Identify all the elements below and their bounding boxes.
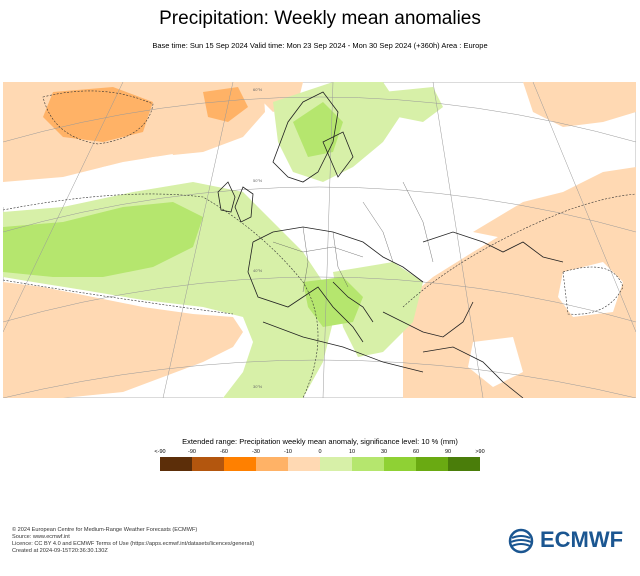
page-title: Precipitation: Weekly mean anomalies [159,8,481,29]
footer-copyright: © 2024 European Centre for Medium-Range … [12,527,198,533]
legend-swatch [352,457,384,471]
legend-tick: 60 [412,449,420,455]
page-subtitle: Base time: Sun 15 Sep 2024 Valid time: M… [152,41,488,50]
legend-swatch [224,457,256,471]
ecmwf-logo-text: ECMWF [540,527,624,552]
graticule-label-50n: 50°N [253,178,262,183]
legend-tick: -10 [284,449,292,455]
legend-tick: -90 [188,449,196,455]
legend-swatch [192,457,224,471]
ecmwf-logo-icon [508,528,534,554]
moderate-wet-areas [3,102,363,327]
legend-tick: 0 [318,449,322,455]
footer-source: Source: www.ecmwf.int [12,534,70,540]
graticule-label-30n: 30°N [253,384,262,389]
legend-tick: -60 [220,449,228,455]
footer-created: Created at 2024-09-15T20:36:30.130Z [12,548,108,554]
graticule-label-60n: 60°N [253,87,262,92]
legend-title: Extended range: Precipitation weekly mea… [182,437,458,446]
footer-licence: Licence: CC BY 4.0 and ECMWF Terms of Us… [12,541,255,547]
legend-swatch [288,457,320,471]
footer-credits: © 2024 European Centre for Medium-Range … [12,527,254,555]
legend-swatch [320,457,352,471]
coastlines [217,91,564,398]
legend-tick: 30 [380,449,388,455]
legend-swatch [384,457,416,471]
legend-tick: -30 [252,449,260,455]
legend-ticks: <-90 -90 -60 -30 -10 0 10 30 60 90 >90 [0,449,640,459]
legend-tick: 10 [348,449,356,455]
legend-color-bar [160,457,480,471]
strong-dry-areas [43,87,248,142]
legend-swatch [160,457,192,471]
legend-swatch [416,457,448,471]
legend-tick: 90 [444,449,452,455]
legend-tick: <-90 [154,449,166,455]
graticule-label-40n: 40°N [253,268,262,273]
significance-contours [3,90,636,398]
graticule [3,82,636,398]
legend-swatch [448,457,480,471]
legend-swatch [256,457,288,471]
precipitation-anomaly-map: 60°N 50°N 40°N 30°N [3,82,636,398]
legend-tick: >90 [475,449,485,455]
